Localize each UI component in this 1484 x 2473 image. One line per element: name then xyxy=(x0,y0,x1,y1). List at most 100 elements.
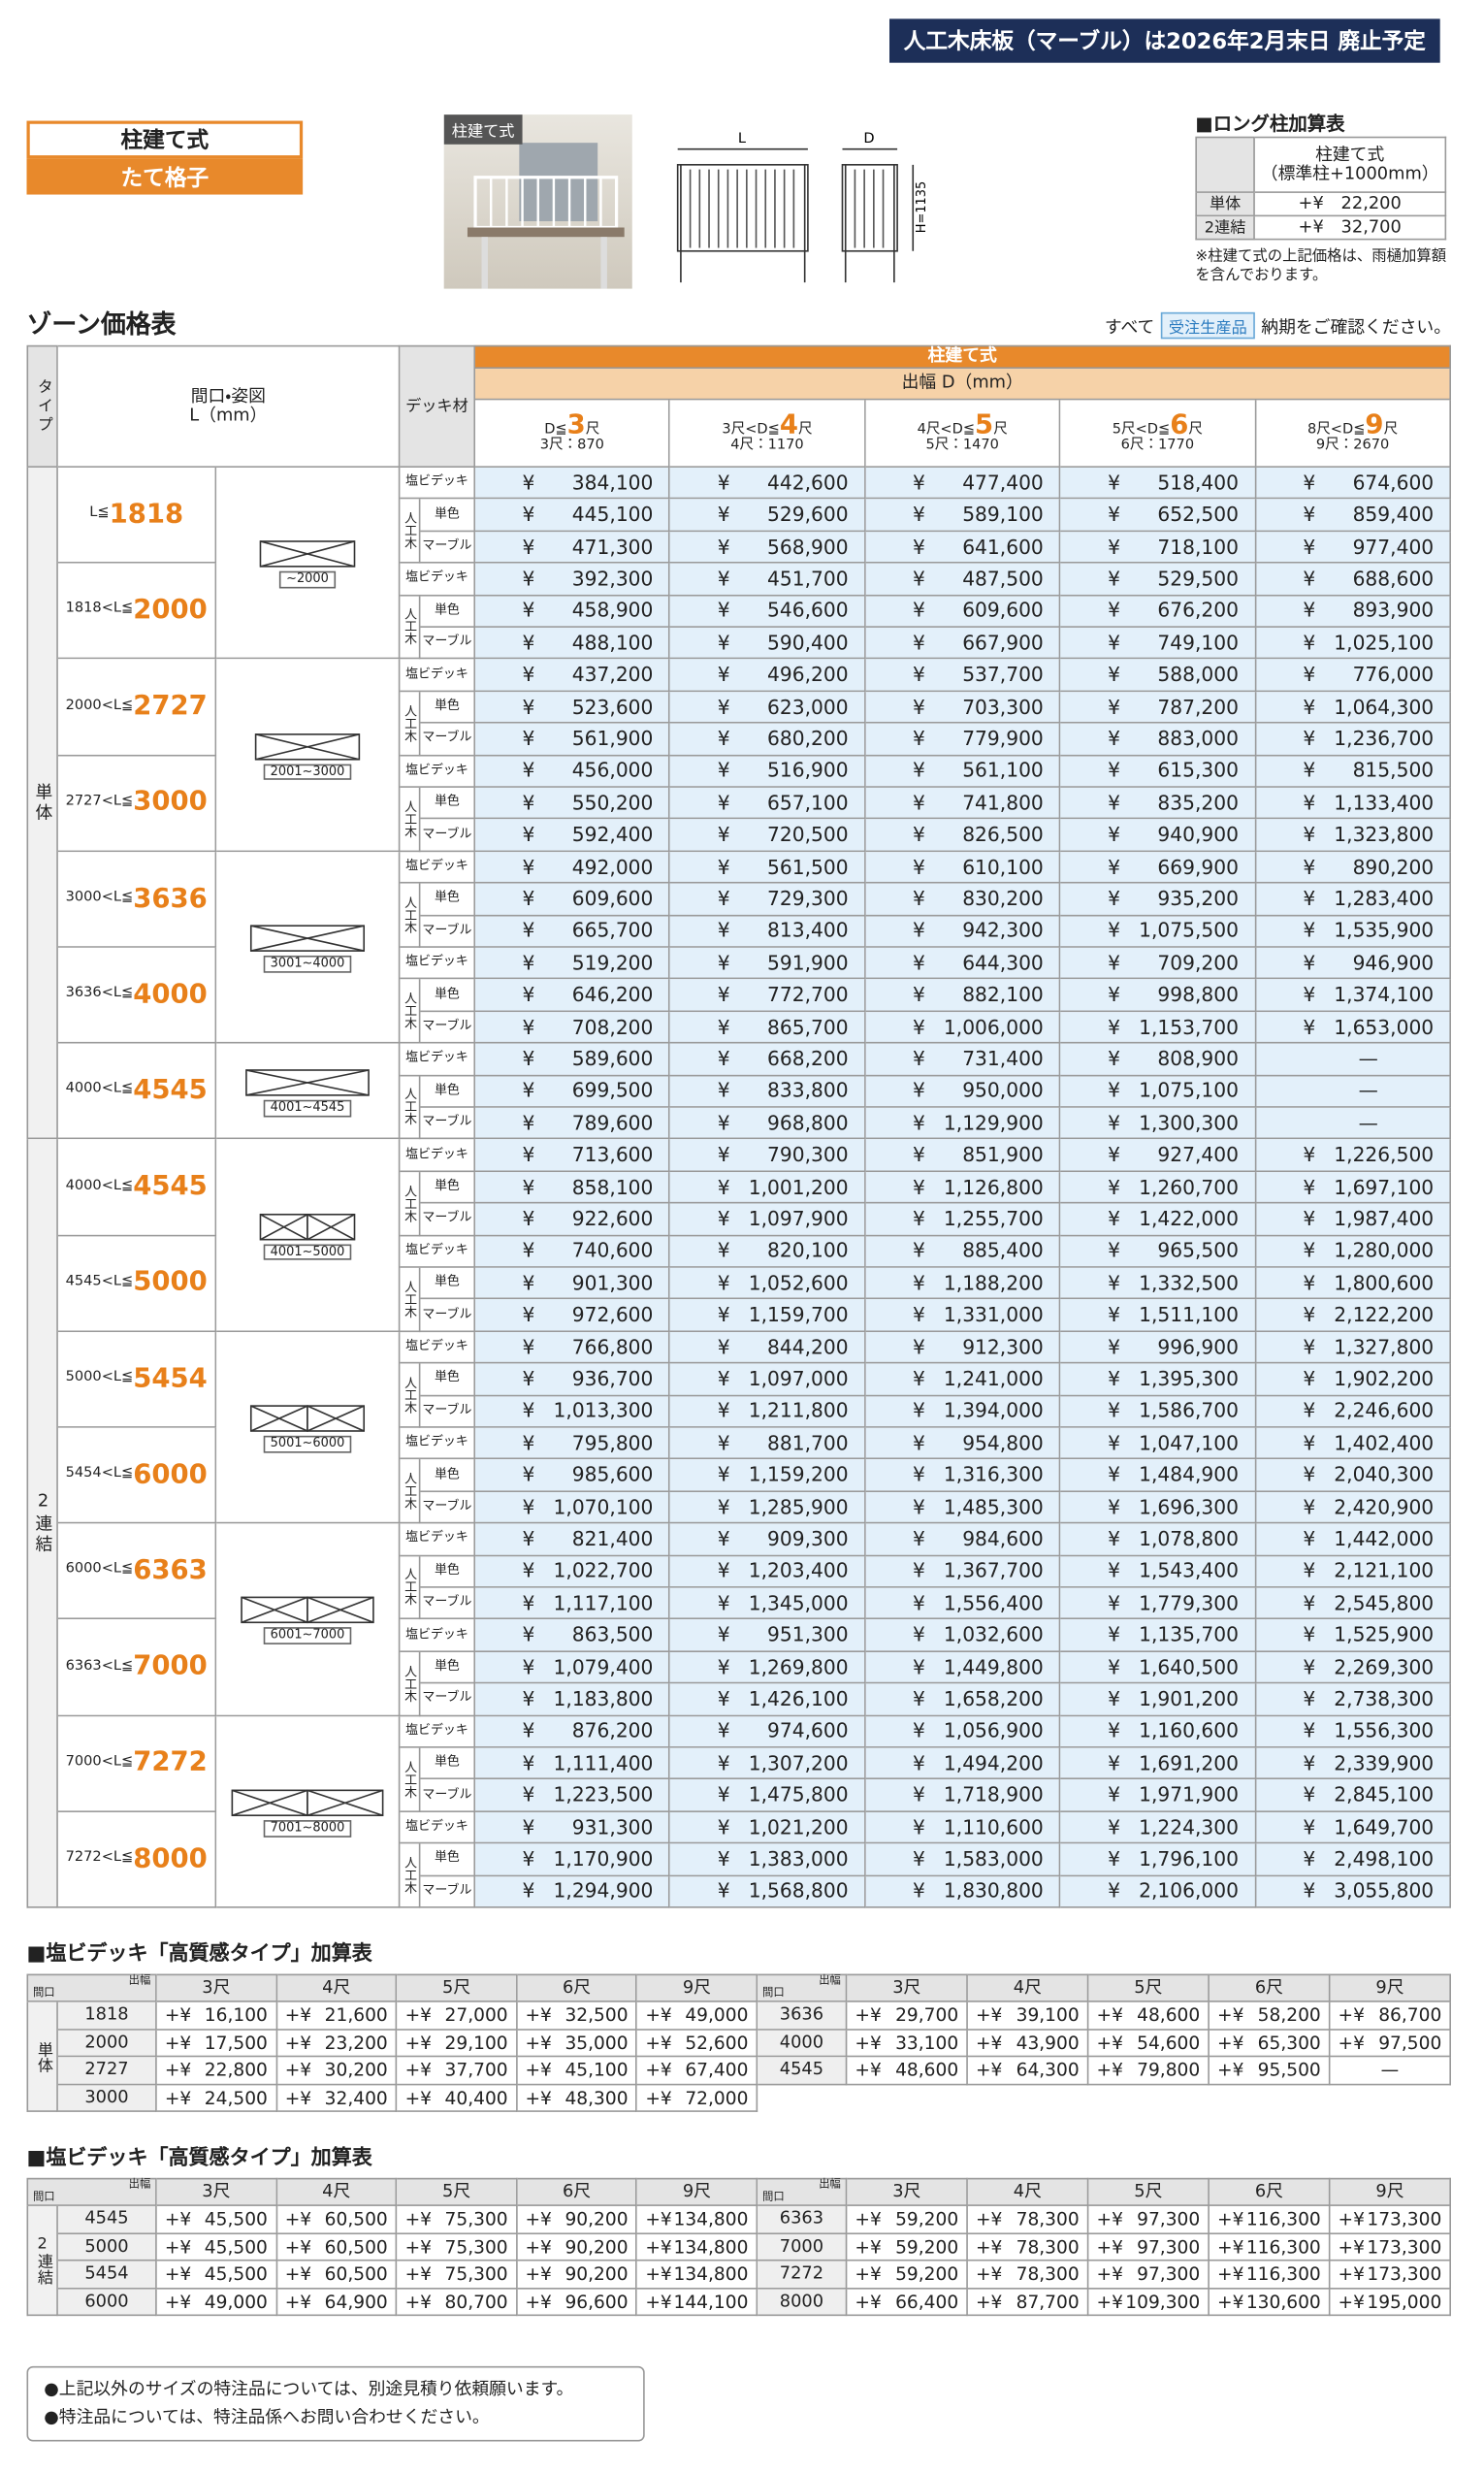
addon-value: 116,300 xyxy=(1245,2207,1321,2230)
deck-label: マーブル xyxy=(420,1107,476,1140)
price-cell: ¥1,170,900 xyxy=(475,1843,671,1876)
range-label: 5000<L≦ 5454 xyxy=(57,1331,217,1428)
big: 7272 xyxy=(133,1746,208,1778)
currency: +¥ xyxy=(164,2059,192,2081)
price: 851,900 xyxy=(962,1142,1044,1166)
addon-value: 195,000 xyxy=(1367,2290,1442,2313)
currency: ¥ xyxy=(1303,662,1316,687)
price-cell: ¥1,032,600 xyxy=(865,1619,1061,1652)
price: 830,200 xyxy=(962,886,1044,911)
big: 4545 xyxy=(133,1170,208,1203)
addon-cell: +¥ 87,700 xyxy=(967,2289,1089,2317)
addon-value: 79,800 xyxy=(1137,2059,1201,2081)
price-cell: ¥477,400 xyxy=(865,467,1061,500)
currency: +¥ xyxy=(1338,2290,1365,2313)
deck-label: 単色 xyxy=(420,691,476,724)
price: 741,800 xyxy=(962,790,1044,815)
currency: +¥ xyxy=(1338,2207,1365,2230)
currency: ¥ xyxy=(1108,1558,1120,1582)
price-cell: ¥674,600 xyxy=(1255,467,1451,500)
price: 1,111,400 xyxy=(553,1750,654,1774)
deck-label: マーブル xyxy=(420,915,476,948)
price-cell: ¥1,525,900 xyxy=(1255,1619,1451,1652)
currency: ¥ xyxy=(912,1654,925,1678)
currency: +¥ xyxy=(525,2290,552,2313)
price-cell: ¥936,700 xyxy=(475,1363,671,1396)
deck-label: 塩ビデッキ xyxy=(400,1427,476,1460)
price-cell: ¥1,535,900 xyxy=(1255,915,1451,948)
price-cell: ¥741,800 xyxy=(865,787,1061,820)
banner: 人工木床板（マーブル）は2026年2月末日 廃止予定 xyxy=(889,18,1440,63)
price-cell: ¥950,000 xyxy=(865,1075,1061,1108)
price-cell: ¥588,000 xyxy=(1060,659,1256,692)
price-cell: ¥458,900 xyxy=(475,595,671,628)
price: 865,700 xyxy=(766,1014,849,1039)
currency: ¥ xyxy=(522,854,535,879)
currency: ¥ xyxy=(522,1398,535,1422)
price: 1,327,800 xyxy=(1334,1334,1435,1358)
price: 1,316,300 xyxy=(943,1462,1044,1486)
price: 1,170,900 xyxy=(553,1846,654,1871)
currency: ¥ xyxy=(717,1238,730,1262)
range-label: 6000<L≦ 6363 xyxy=(57,1523,217,1620)
currency: ¥ xyxy=(912,566,925,591)
photo-label: 柱建て式 xyxy=(443,114,523,145)
big: 8000 xyxy=(133,1842,208,1874)
currency: ¥ xyxy=(1303,1526,1316,1550)
currency: ¥ xyxy=(717,854,730,879)
long-post-label: 単体 xyxy=(1195,192,1255,217)
price-cell: ¥985,600 xyxy=(475,1459,671,1492)
column-sub: 9尺：2670 xyxy=(1315,438,1390,455)
addon-value: 40,400 xyxy=(444,2086,508,2109)
currency: ¥ xyxy=(717,1782,730,1806)
price-cell: ¥609,600 xyxy=(475,883,671,916)
addon-cell: +¥ 65,300 xyxy=(1209,2030,1331,2058)
price-cell: ¥946,900 xyxy=(1255,947,1451,980)
addon-value: 59,200 xyxy=(895,2262,959,2286)
long-post-value: +¥ 32,700 xyxy=(1254,216,1447,241)
currency: ¥ xyxy=(1108,1078,1120,1103)
price-cell: ¥1,586,700 xyxy=(1060,1395,1256,1428)
price: 2,498,100 xyxy=(1334,1846,1435,1871)
currency: ¥ xyxy=(1108,982,1120,1007)
dim-d: D xyxy=(863,130,874,146)
addon-cell: +¥ 134,800 xyxy=(637,2205,758,2234)
price-cell: ¥1,449,800 xyxy=(865,1651,1061,1684)
currency: +¥ xyxy=(1338,2234,1365,2258)
price: — xyxy=(1358,1078,1378,1103)
currency: +¥ xyxy=(525,2262,552,2286)
price-cell: ¥2,545,800 xyxy=(1255,1587,1451,1620)
price-cell: ¥487,500 xyxy=(865,563,1061,596)
currency: ¥ xyxy=(1108,694,1120,719)
size-range: 2001~3000 xyxy=(264,764,351,781)
currency: ¥ xyxy=(912,822,925,847)
deck-label: マーブル xyxy=(420,1875,476,1908)
column-label: 4尺<D≦5尺 xyxy=(918,410,1008,439)
currency: ¥ xyxy=(1303,1590,1316,1614)
price-cell: ¥931,300 xyxy=(475,1811,671,1844)
addon-value: 173,300 xyxy=(1367,2262,1442,2286)
type-header: タイプ xyxy=(26,344,58,468)
currency: ¥ xyxy=(1303,790,1316,815)
price-cell: ¥1,691,200 xyxy=(1060,1747,1256,1780)
price: 1,323,800 xyxy=(1334,822,1435,847)
corner-text: 間口 xyxy=(762,2191,785,2204)
price: 623,000 xyxy=(766,694,849,719)
deck-label: 人工木 xyxy=(400,883,421,948)
price-cell: ¥1,653,000 xyxy=(1255,1011,1451,1044)
price: 610,100 xyxy=(962,854,1044,879)
price: 1,153,700 xyxy=(1139,1014,1239,1039)
price: 492,000 xyxy=(571,854,654,879)
currency: ¥ xyxy=(1108,1142,1120,1166)
price: 1,224,300 xyxy=(1139,1814,1239,1838)
big: 5000 xyxy=(133,1266,208,1299)
note-text: 納期をご確認ください。 xyxy=(1261,315,1452,337)
frontage-diagram: 4001~4545 xyxy=(216,1043,401,1140)
addon-column: 9尺 xyxy=(1330,2177,1452,2206)
zone-title: ゾーン価格表 xyxy=(26,309,177,340)
deck-label: 人工木 xyxy=(400,1555,421,1620)
price-cell: ¥1,078,800 xyxy=(1060,1523,1256,1556)
price: 1,255,700 xyxy=(943,1206,1044,1230)
price: 1,691,200 xyxy=(1139,1750,1239,1774)
pre: 尺 xyxy=(585,421,600,438)
